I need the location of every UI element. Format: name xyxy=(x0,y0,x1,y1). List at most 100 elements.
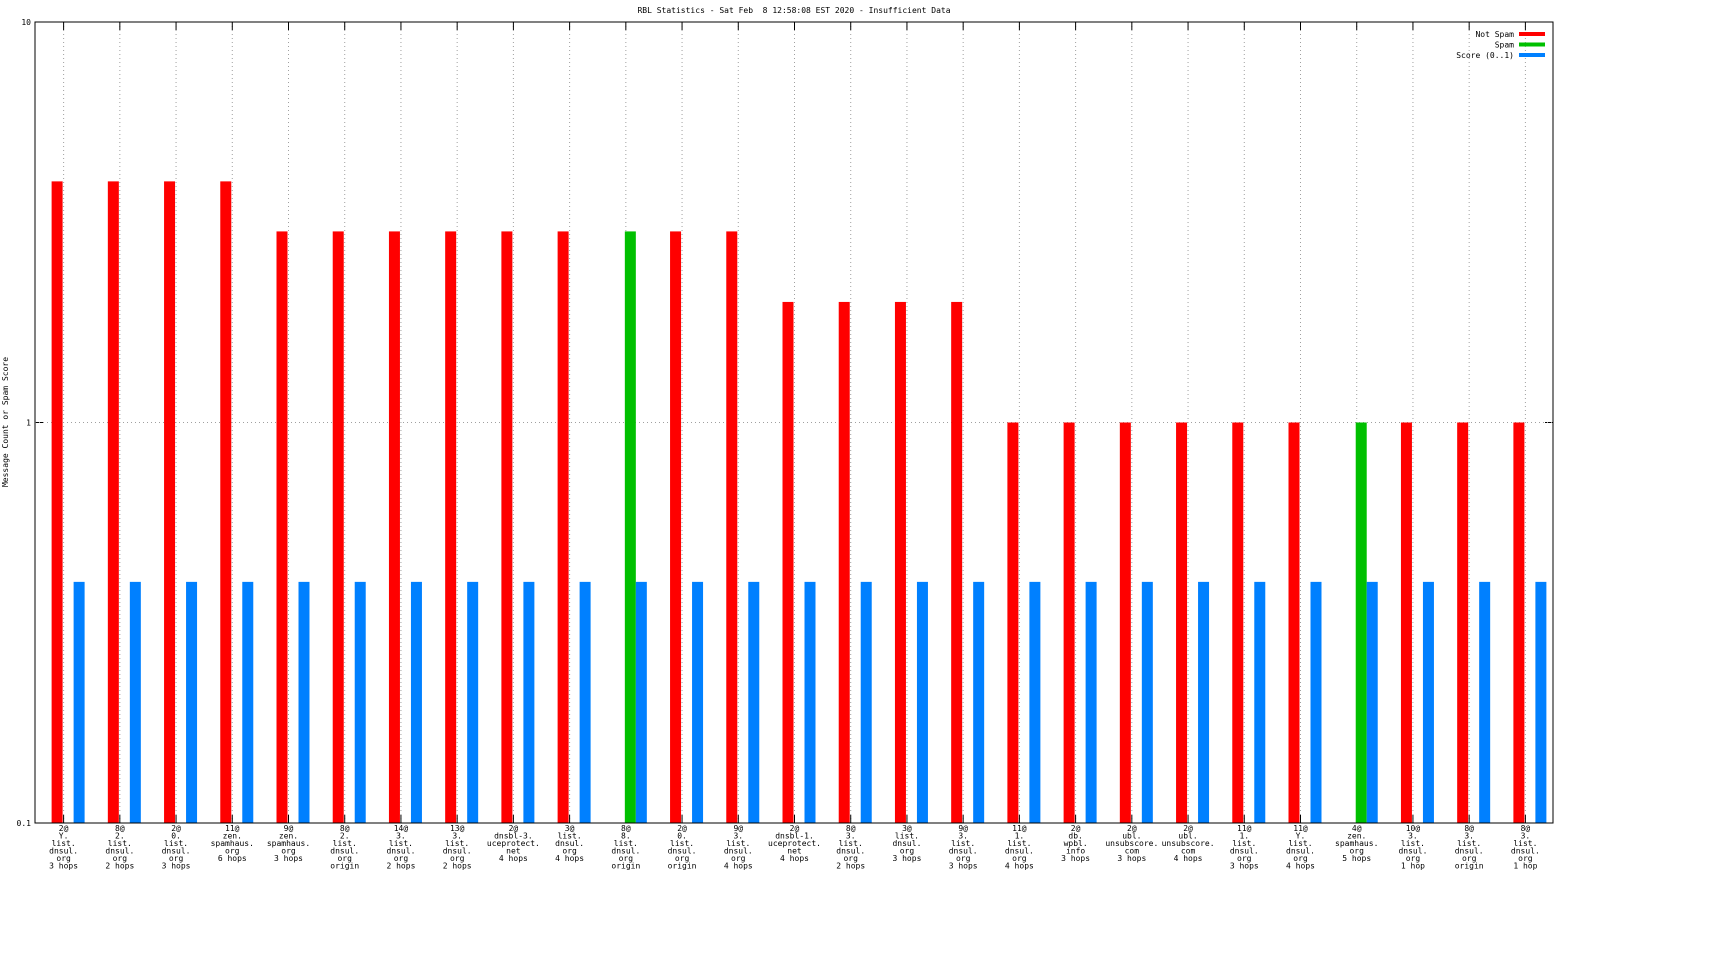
x-tick-label: 2@ xyxy=(1071,824,1081,833)
x-tick-label: ubl. xyxy=(1178,832,1197,841)
bar xyxy=(692,581,704,823)
x-tick-label: 8@ xyxy=(1521,824,1531,833)
x-tick-label: 3 hops xyxy=(1117,854,1146,863)
x-tick-label: 11@ xyxy=(1237,824,1252,833)
x-tick-label: list. xyxy=(839,839,863,848)
legend-label: Not Spam xyxy=(1475,30,1514,39)
bar xyxy=(73,581,85,823)
x-tick-label: 2 hops xyxy=(836,862,865,871)
x-tick-label: org xyxy=(843,854,858,863)
bar xyxy=(220,181,232,823)
x-tick-label: 11@ xyxy=(225,824,240,833)
x-tick-label: zen. xyxy=(279,832,298,841)
bar xyxy=(1400,422,1412,823)
x-tick-label: list. xyxy=(614,839,638,848)
x-tick-label: 1 hop xyxy=(1401,862,1425,871)
x-tick-label: 2@ xyxy=(790,824,800,833)
x-tick-label: 3 hops xyxy=(1230,862,1259,871)
x-tick-label: org xyxy=(281,847,296,856)
x-tick-label: dnsul. xyxy=(724,847,753,856)
x-tick-label: org xyxy=(1349,847,1364,856)
bar xyxy=(1457,422,1469,823)
x-tick-label: origin xyxy=(330,862,359,871)
x-tick-label: 3@ xyxy=(902,824,912,833)
bar xyxy=(838,301,850,823)
x-tick-label: spamhaus. xyxy=(1335,839,1378,848)
x-tick-label: 1 hop xyxy=(1513,862,1537,871)
x-tick-label: wpbl. xyxy=(1064,839,1088,848)
x-tick-label: dnsul. xyxy=(668,847,697,856)
y-axis-label: Message Count or Spam Score xyxy=(1,357,10,487)
bar xyxy=(782,301,794,823)
x-tick-label: 8@ xyxy=(1464,824,1474,833)
bar xyxy=(860,581,872,823)
bar xyxy=(298,581,310,823)
bar xyxy=(916,581,928,823)
x-tick-label: 0. xyxy=(677,832,687,841)
x-tick-label: 4 hops xyxy=(1286,862,1315,871)
x-tick-label: 8. xyxy=(621,832,631,841)
x-tick-label: 3 hops xyxy=(949,862,978,871)
x-tick-label: list. xyxy=(1513,839,1537,848)
bar xyxy=(276,231,288,823)
bar xyxy=(1198,581,1210,823)
bar xyxy=(445,231,457,823)
x-tick-label: 3. xyxy=(733,832,743,841)
y-tick-label: 1 xyxy=(26,419,31,428)
x-tick-label: 2 hops xyxy=(105,862,134,871)
x-tick-label: 11@ xyxy=(1293,824,1308,833)
bar xyxy=(129,581,141,823)
x-tick-label: db. xyxy=(1068,832,1082,841)
x-tick-label: org xyxy=(450,854,465,863)
x-tick-label: 10@ xyxy=(1406,824,1421,833)
x-tick-label: org xyxy=(1462,854,1477,863)
x-tick-label: org xyxy=(394,854,409,863)
bar xyxy=(332,231,344,823)
bar xyxy=(1029,581,1041,823)
x-tick-label: 4 hops xyxy=(724,862,753,871)
bar xyxy=(1422,581,1434,823)
x-tick-label: list. xyxy=(558,832,582,841)
x-tick-label: 2. xyxy=(340,832,350,841)
x-tick-label: 1. xyxy=(1015,832,1025,841)
x-tick-label: zen. xyxy=(223,832,242,841)
bar xyxy=(1355,422,1367,823)
x-tick-label: dnsul. xyxy=(1398,847,1427,856)
x-tick-label: list. xyxy=(1457,839,1481,848)
x-tick-label: org xyxy=(675,854,690,863)
x-tick-label: dnsul. xyxy=(330,847,359,856)
x-tick-label: origin xyxy=(611,862,640,871)
x-tick-label: 3. xyxy=(452,832,462,841)
x-tick-label: 13@ xyxy=(450,824,465,833)
bar xyxy=(501,231,513,823)
bar xyxy=(1366,581,1378,823)
x-tick-label: 6 hops xyxy=(218,854,247,863)
x-tick-label: org xyxy=(900,847,915,856)
bar xyxy=(1176,422,1188,823)
x-tick-label: 4 hops xyxy=(499,854,528,863)
x-tick-label: dnsul. xyxy=(1286,847,1315,856)
x-tick-label: 2 hops xyxy=(386,862,415,871)
x-tick-label: 4 hops xyxy=(1005,862,1034,871)
bar xyxy=(467,581,479,823)
x-tick-label: 2@ xyxy=(1127,824,1137,833)
x-tick-label: list. xyxy=(445,839,469,848)
x-tick-label: origin xyxy=(668,862,697,871)
bar xyxy=(1007,422,1019,823)
x-tick-label: unsubscore. xyxy=(1105,839,1158,848)
x-tick-label: org xyxy=(56,854,71,863)
bar xyxy=(354,581,366,823)
x-tick-label: list. xyxy=(1007,839,1031,848)
bar xyxy=(579,581,591,823)
x-tick-label: 4 hops xyxy=(1174,854,1203,863)
x-tick-label: list. xyxy=(108,839,132,848)
x-tick-label: org xyxy=(562,847,577,856)
x-tick-label: 3 hops xyxy=(274,854,303,863)
x-tick-label: 4 hops xyxy=(555,854,584,863)
x-tick-label: dnsbl-1. xyxy=(775,832,814,841)
x-tick-label: list. xyxy=(333,839,357,848)
x-tick-label: list. xyxy=(951,839,975,848)
x-tick-label: 2@ xyxy=(59,824,69,833)
x-tick-label: uceprotect. xyxy=(768,839,821,848)
